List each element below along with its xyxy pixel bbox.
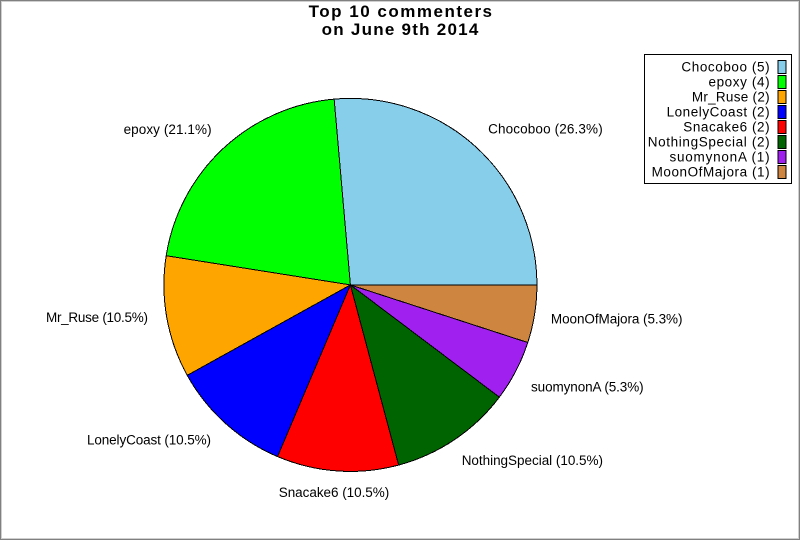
svg-text:Top 10 commenters: Top 10 commenters <box>309 2 494 21</box>
svg-text:MoonOfMajora (1): MoonOfMajora (1) <box>652 165 771 180</box>
svg-text:epoxy (21.1%): epoxy (21.1%) <box>124 122 212 137</box>
svg-text:Chocoboo (26.3%): Chocoboo (26.3%) <box>488 122 603 137</box>
svg-text:LonelyCoast (2): LonelyCoast (2) <box>667 105 771 120</box>
svg-text:NothingSpecial (2): NothingSpecial (2) <box>648 135 771 150</box>
svg-text:MoonOfMajora (5.3%): MoonOfMajora (5.3%) <box>551 312 683 327</box>
svg-text:NothingSpecial (10.5%): NothingSpecial (10.5%) <box>462 453 603 468</box>
svg-text:epoxy (4): epoxy (4) <box>708 75 770 90</box>
svg-text:suomynonA (5.3%): suomynonA (5.3%) <box>531 379 644 394</box>
svg-text:Snacake6 (2): Snacake6 (2) <box>683 120 770 135</box>
svg-text:on June 9th 2014: on June 9th 2014 <box>322 20 480 39</box>
svg-text:Snacake6 (10.5%): Snacake6 (10.5%) <box>279 485 389 500</box>
svg-text:LonelyCoast (10.5%): LonelyCoast (10.5%) <box>87 433 211 448</box>
svg-text:Mr_Ruse (2): Mr_Ruse (2) <box>692 90 770 105</box>
svg-text:suomynonA (1): suomynonA (1) <box>669 150 770 165</box>
svg-text:Mr_Ruse (10.5%): Mr_Ruse (10.5%) <box>46 310 148 325</box>
svg-text:Chocoboo (5): Chocoboo (5) <box>681 60 770 75</box>
